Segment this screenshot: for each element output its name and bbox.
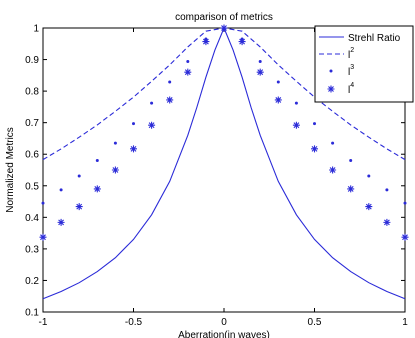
l3-data-point (258, 59, 262, 63)
y-tick-label: 0.6 (25, 150, 39, 161)
legend-label-base: l (348, 67, 350, 78)
legend-label-base: l (348, 85, 350, 96)
l3-data-point (59, 188, 63, 192)
legend-label-base: l (348, 50, 350, 61)
legend-label: l2 (348, 47, 354, 61)
axis-ticks: -1 -0.5 0 0.5 1 0.1 0.2 0.3 0.4 0.5 0.6 0.7 0.8 0.9 1 (25, 24, 408, 329)
y-tick-label: 0.9 (25, 55, 39, 66)
l4-data-point (365, 203, 373, 211)
l4-data-point (329, 166, 337, 174)
l3-data-point (331, 141, 335, 145)
l4-data-point (166, 96, 174, 104)
l4-data-point (238, 38, 246, 46)
l3-data-point (113, 141, 117, 145)
l4-data-point (256, 68, 264, 76)
l3-data-point (276, 80, 280, 84)
x-tick-label: 0.5 (308, 317, 322, 328)
plot-series (39, 24, 409, 300)
y-tick-label: 0.1 (25, 308, 39, 319)
series-3 (41, 26, 407, 205)
l4-data-point (111, 166, 119, 174)
l3-data-point (385, 188, 389, 192)
legend-star-swatch (327, 85, 335, 93)
l4-data-point (202, 38, 210, 46)
l4-data-point (311, 145, 318, 153)
y-tick-label: 1 (33, 24, 39, 35)
y-tick-label: 0.5 (25, 181, 39, 192)
l3-data-point (349, 159, 353, 163)
legend-label: l3 (348, 64, 354, 78)
l3-data-point (95, 159, 99, 163)
l4-data-point (401, 233, 409, 241)
y-axis-label: Normalized Metrics (5, 127, 16, 213)
legend-dot-swatch (329, 69, 333, 73)
y-tick-label: 0.2 (25, 276, 39, 287)
l4-data-point (93, 185, 101, 193)
l4-data-point (220, 24, 228, 32)
x-tick-label: -1 (39, 317, 48, 328)
l4-data-point (184, 68, 192, 76)
x-tick-label: 0 (221, 317, 227, 328)
l3-data-point (294, 101, 298, 105)
series-4 (39, 24, 409, 241)
l4-data-point (57, 218, 65, 226)
legend-label-exponent: 3 (350, 64, 354, 71)
l3-data-point (186, 59, 190, 63)
legend-label: l4 (348, 82, 354, 96)
l3-data-point (132, 122, 135, 126)
l3-data-point (41, 201, 45, 205)
chart-title: comparison of metrics (175, 12, 273, 23)
y-tick-label: 0.3 (25, 244, 39, 255)
legend-label-exponent: 4 (350, 82, 354, 89)
l4-data-point (347, 185, 355, 193)
y-tick-label: 0.8 (25, 87, 39, 98)
legend-label: Strehl Ratio (348, 33, 401, 44)
l3-data-point (168, 80, 172, 84)
l4-data-point (130, 145, 137, 153)
y-tick-label: 0.4 (25, 213, 39, 224)
l4-data-point (148, 121, 156, 129)
l4-data-point (39, 233, 47, 241)
l3-data-point (313, 122, 316, 126)
x-tick-label: 1 (402, 317, 408, 328)
l3-data-point (150, 101, 154, 105)
y-tick-label: 0.7 (25, 118, 39, 129)
l3-data-point (367, 174, 371, 178)
l4-data-point (75, 203, 83, 211)
l4-data-point (292, 121, 300, 129)
l3-data-point (403, 201, 407, 205)
x-tick-label: -0.5 (125, 317, 143, 328)
l4-data-point (383, 218, 391, 226)
l3-data-point (77, 174, 81, 178)
l4-data-point (274, 96, 282, 104)
legend-label-exponent: 2 (350, 47, 354, 54)
x-axis-label: Aberration(in waves) (178, 330, 270, 338)
